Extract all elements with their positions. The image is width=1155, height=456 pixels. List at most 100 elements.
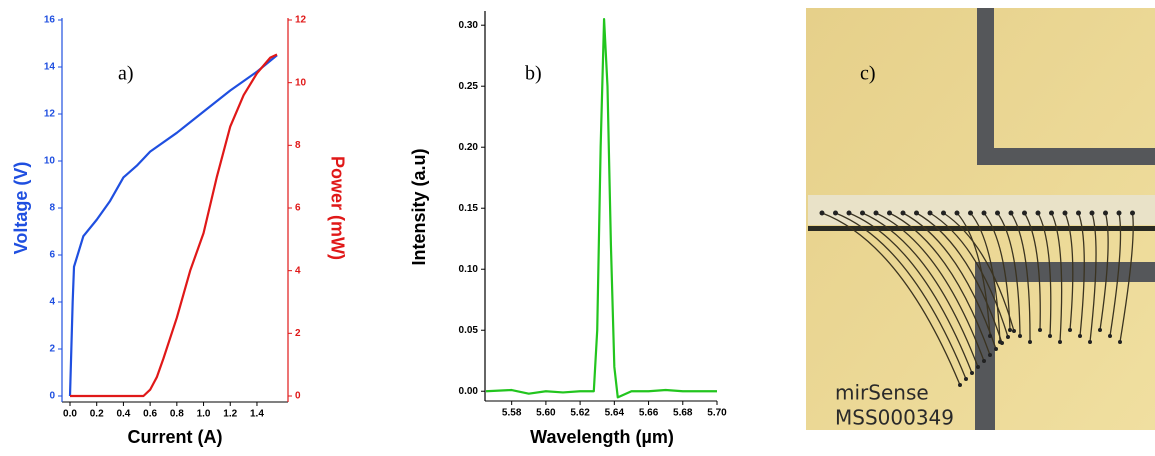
bond-wire <box>1037 212 1052 337</box>
y-tick-label: 6 <box>49 250 55 261</box>
photo: c) mirSense MSS000349 <box>806 8 1155 430</box>
panel-label: b) <box>525 63 542 85</box>
bond-ball <box>988 353 992 357</box>
x-tick-label: 1.2 <box>223 409 237 420</box>
bond-wire <box>875 212 985 362</box>
bond-wire <box>835 212 967 380</box>
bond-ball <box>1130 210 1135 216</box>
pad-stripe <box>975 262 995 430</box>
bond-ball <box>1062 210 1068 216</box>
pad-stripe <box>975 262 1155 282</box>
bond-wire <box>1109 212 1122 337</box>
bond-wire <box>969 212 1001 343</box>
bond-ball <box>1108 334 1112 338</box>
x-tick-label: 5.58 <box>502 408 522 419</box>
bond-ball <box>1012 329 1016 333</box>
x-tick-label: 0.0 <box>63 409 77 420</box>
bond-ball <box>860 210 865 216</box>
bond-ball <box>1116 210 1122 216</box>
x-axis-label: Wavelength (µm) <box>530 427 674 447</box>
x-tick-label: 1.4 <box>250 409 264 420</box>
bond-wire <box>956 212 991 337</box>
bond-wire <box>996 212 1021 337</box>
bond-wire <box>1119 212 1134 343</box>
bond-ball <box>1006 335 1010 339</box>
bond-ball <box>995 210 1000 216</box>
bond-ball <box>1068 328 1072 332</box>
bond-ball <box>988 334 992 338</box>
y2-tick-label: 6 <box>295 203 301 214</box>
bond-wire <box>889 212 991 356</box>
x-tick-label: 5.66 <box>639 408 659 419</box>
bond-ball <box>970 371 974 375</box>
y-tick-label: 10 <box>44 156 56 167</box>
bond-ball <box>954 210 960 216</box>
bond-ball <box>1048 334 1052 338</box>
data-line <box>70 53 278 398</box>
y2-tick-label: 10 <box>295 77 307 88</box>
y-tick-label: 0.10 <box>459 264 479 275</box>
y-tick-label: 0.15 <box>459 203 479 214</box>
data-line <box>485 18 717 399</box>
y2-tick-label: 0 <box>295 391 301 402</box>
bond-ball <box>994 347 998 351</box>
x-tick-label: 0.2 <box>90 409 104 420</box>
bond-ball <box>1038 328 1042 332</box>
y-axis-label: Intensity (a.u) <box>409 148 429 265</box>
y-tick-label: 8 <box>49 203 55 214</box>
chip-text: MSS000349 <box>835 406 954 430</box>
bond-wire <box>902 212 997 350</box>
pad-stripe <box>977 8 994 165</box>
x-tick-label: 1.0 <box>197 409 211 420</box>
bond-ball <box>900 210 906 216</box>
bond-ball <box>927 210 933 216</box>
y-axis-label: Voltage (V) <box>11 162 31 255</box>
x-tick-label: 5.70 <box>707 408 727 419</box>
wires <box>819 210 1135 387</box>
y-tick-label: 0.30 <box>459 20 479 31</box>
bond-ball <box>1028 340 1032 344</box>
bond-wire <box>929 212 1009 338</box>
bond-ball <box>819 210 825 216</box>
bond-wire <box>1064 212 1074 331</box>
bond-ball <box>1058 340 1062 344</box>
bond-wire <box>1099 212 1109 331</box>
bond-wire <box>1077 212 1085 337</box>
bond-wire <box>916 212 1003 344</box>
y2-tick-label: 12 <box>295 15 307 26</box>
bond-ball <box>1098 328 1102 332</box>
y-tick-label: 0.25 <box>459 81 479 92</box>
y2-tick-label: 2 <box>295 328 301 339</box>
bond-ball <box>964 377 968 381</box>
bond-ball <box>1118 340 1122 344</box>
y-tick-label: 0.00 <box>459 386 479 397</box>
bond-ball <box>833 210 838 216</box>
bond-ball <box>1008 328 1012 332</box>
bond-wire <box>983 212 1011 331</box>
bond-ball <box>1022 210 1027 216</box>
chip-edge-line <box>808 226 1155 231</box>
y-tick-label: 12 <box>44 109 56 120</box>
bond-ball <box>914 210 919 216</box>
bond-wire <box>1050 212 1063 343</box>
data-line <box>68 54 278 397</box>
x-tick-label: 5.64 <box>605 408 625 419</box>
panel-label: c) <box>860 63 876 85</box>
panel-label: a) <box>118 63 134 85</box>
bond-wire <box>1089 212 1097 343</box>
bond-ball <box>846 210 852 216</box>
bond-ball <box>941 210 946 216</box>
bond-ball <box>1089 210 1095 216</box>
chip-edge <box>808 195 1155 225</box>
y-tick-label: 16 <box>44 15 56 26</box>
y-tick-label: 0 <box>49 391 55 402</box>
bond-ball <box>873 210 879 216</box>
x-tick-label: 5.68 <box>673 408 693 419</box>
y2-tick-label: 4 <box>295 265 301 276</box>
y-tick-label: 0.20 <box>459 142 479 153</box>
bond-ball <box>1018 334 1022 338</box>
y-tick-label: 4 <box>49 297 55 308</box>
bond-ball <box>982 359 986 363</box>
pad-stripe <box>977 148 1155 165</box>
